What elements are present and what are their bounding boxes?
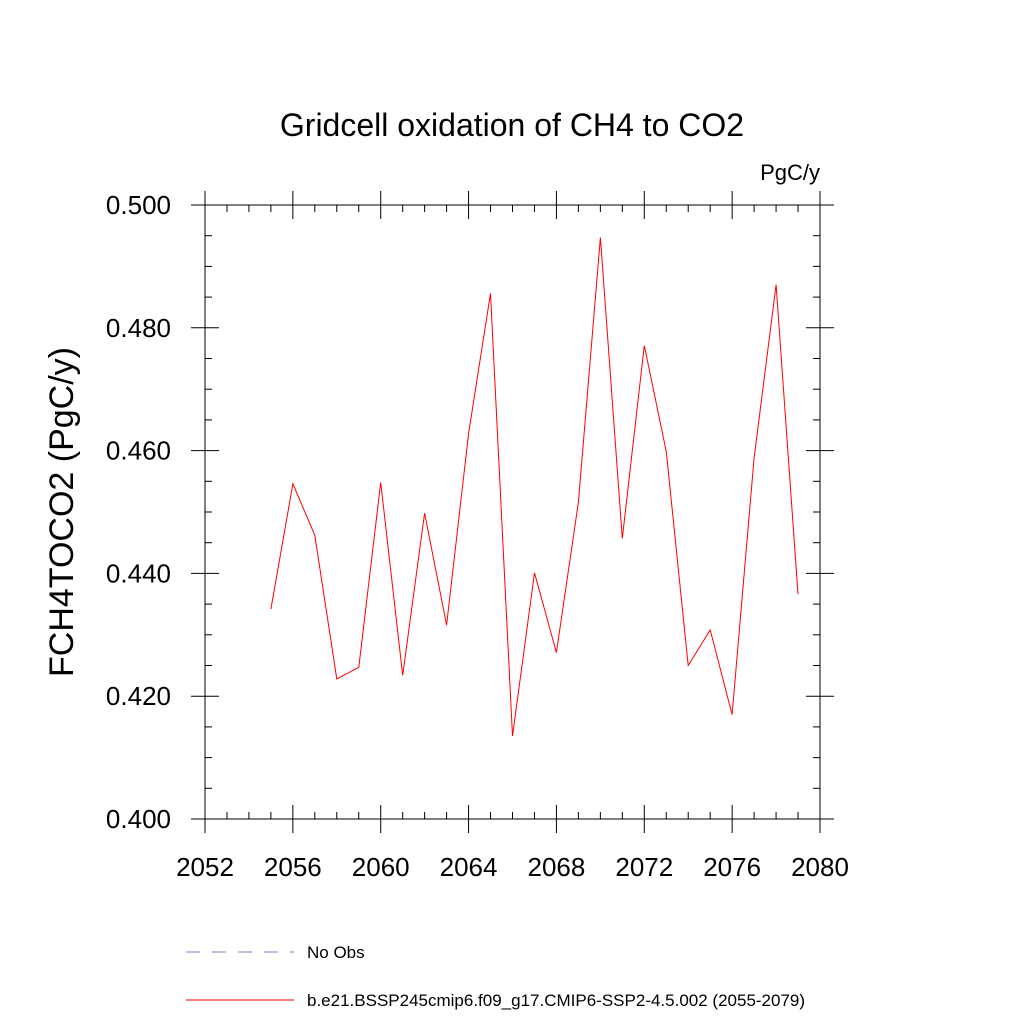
y-tick-label: 0.420 [106,681,171,711]
legend-label-no-obs: No Obs [307,943,365,962]
plot-frame [204,204,821,820]
x-tick-label: 2068 [528,852,586,882]
units-label: PgC/y [760,160,820,185]
x-tick-labels: 2052 2056 2060 2064 2068 2072 2076 2080 [176,852,849,882]
x-tick-label: 2072 [615,852,673,882]
x-tick-label: 2052 [176,852,234,882]
series-line [270,237,799,737]
y-tick-label: 0.480 [106,313,171,343]
chart-title: Gridcell oxidation of CH4 to CO2 [280,107,744,143]
legend: No Obs b.e21.BSSP245cmip6.f09_g17.CMIP6-… [186,943,805,1010]
y-tick-label: 0.460 [106,436,171,466]
x-tick-label: 2056 [264,852,322,882]
y-tick-label: 0.400 [106,804,171,834]
y-tick-labels: 0.400 0.420 0.440 0.460 0.480 0.500 [106,190,171,834]
x-tick-label: 2080 [791,852,849,882]
series-layer [270,237,799,737]
legend-label-series: b.e21.BSSP245cmip6.f09_g17.CMIP6-SSP2-4.… [307,991,805,1010]
x-tick-label: 2076 [703,852,761,882]
y-tick-label: 0.500 [106,190,171,220]
y-tick-label: 0.440 [106,558,171,588]
minor-ticks [205,205,820,819]
y-axis-label: FCH4TOCO2 (PgC/y) [43,347,81,677]
x-tick-label: 2060 [352,852,410,882]
x-tick-label: 2064 [440,852,498,882]
